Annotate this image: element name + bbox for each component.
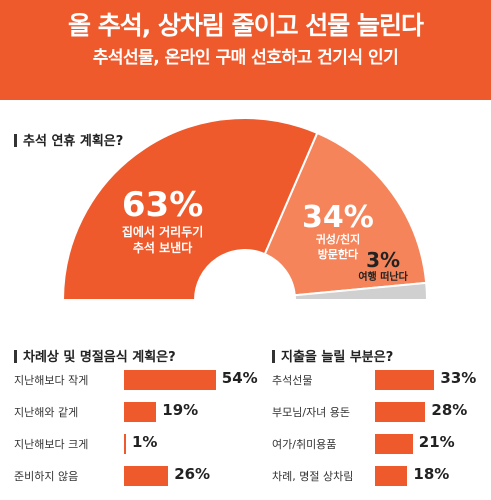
section-title-spending: 지출을 늘릴 부분은? (272, 346, 393, 365)
section-marker (14, 134, 17, 147)
pie-value-label: 63% (121, 185, 204, 226)
holiday-plan-pie-chart (61, 117, 429, 301)
section-marker (14, 350, 17, 363)
spending-value-label: 18% (413, 465, 450, 483)
table-plan-bar-chart: 지난해보다 작게 54% 지난해와 같게 19% 지난해보다 크게 1% 준비하지 않음 26… (14, 368, 258, 498)
page-title: 올 추석, 상차림 줄이고 선물 늘린다 (67, 11, 424, 40)
spending-bar (375, 466, 408, 486)
table-plan-bar (124, 370, 216, 390)
spending-category-label: 여가/취미용품 (272, 438, 337, 451)
spending-category-label: 차례, 명절 상차림 (272, 470, 354, 483)
section-marker (272, 350, 275, 363)
pie-category-label: 귀성/친지 (315, 233, 361, 247)
pie-label-hometown-visit: 34% 귀성/친지 방문한다 (302, 202, 374, 263)
spending-value-label: 33% (440, 369, 477, 387)
table-plan-row: 지난해보다 작게 54% (14, 368, 258, 392)
spending-bar (375, 370, 435, 390)
section-title-text: 차례상 및 명절음식 계획은? (23, 350, 176, 365)
section-title-holiday-plan: 추석 연휴 계획은? (14, 130, 123, 149)
pie-category-label: 추석 보낸다 (132, 241, 193, 256)
table-plan-value-label: 1% (132, 433, 158, 451)
table-plan-value-label: 19% (162, 401, 199, 419)
table-plan-category-label: 지난해보다 크게 (14, 438, 89, 451)
pie-value-label: 34% (302, 199, 374, 235)
spending-row: 부모님/자녀 용돈 28% (272, 400, 487, 424)
spending-category-label: 부모님/자녀 용돈 (272, 406, 351, 419)
table-plan-value-label: 54% (221, 369, 258, 387)
pie-label-travel: 3% 여행 떠난다 (358, 247, 408, 285)
table-plan-row: 지난해와 같게 19% (14, 400, 254, 424)
spending-bar (375, 434, 413, 454)
table-plan-bar (124, 434, 126, 454)
section-title-table-plan: 차례상 및 명절음식 계획은? (14, 346, 176, 365)
pie-slice-travel (293, 281, 429, 301)
table-plan-category-label: 준비하지 않음 (14, 470, 79, 483)
table-plan-category-label: 지난해보다 작게 (14, 374, 89, 387)
table-plan-bar (124, 402, 157, 422)
pie-value-label: 3% (366, 247, 401, 272)
header-banner (0, 0, 491, 100)
spending-value-label: 28% (431, 401, 468, 419)
table-plan-row: 지난해보다 크게 1% (14, 432, 254, 456)
table-plan-value-label: 26% (174, 465, 211, 483)
page-subtitle: 추석선물, 온라인 구매 선호하고 건기식 인기 (92, 48, 399, 68)
spending-row: 여가/취미용품 21% (272, 432, 487, 456)
spending-bar (375, 402, 426, 422)
spending-row: 차례, 명절 상차림 18% (272, 464, 487, 488)
pie-category-label: 방문한다 (317, 248, 359, 262)
spending-value-label: 21% (418, 433, 455, 451)
pie-category-label: 여행 떠난다 (358, 271, 408, 283)
section-title-text: 지출을 늘릴 부분은? (281, 350, 394, 365)
section-title-text: 추석 연휴 계획은? (23, 134, 124, 149)
table-plan-bar (124, 466, 169, 486)
table-plan-row: 준비하지 않음 26% (14, 464, 254, 488)
spending-bar-chart: 추석선물 33% 부모님/자녀 용돈 28% 여가/취미용품 21% 차례, 명절 상차림 1… (272, 368, 487, 498)
pie-slice-hometown-visit (263, 131, 428, 297)
pie-category-label: 집에서 거리두기 (121, 224, 204, 239)
spending-row: 추석선물 33% (272, 368, 487, 392)
pie-slice-home (61, 117, 319, 301)
table-plan-category-label: 지난해와 같게 (14, 406, 79, 419)
spending-category-label: 추석선물 (272, 374, 313, 387)
